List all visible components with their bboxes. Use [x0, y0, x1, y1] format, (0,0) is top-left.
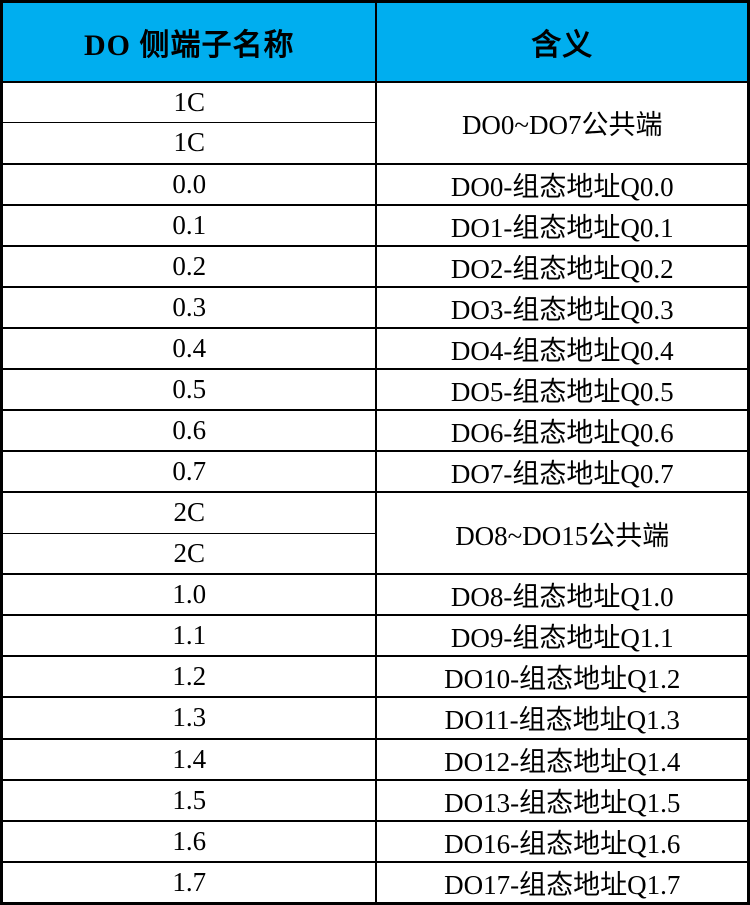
meaning-cell: DO6-组态地址Q0.6	[375, 408, 750, 453]
terminal-cell: 1.7	[0, 860, 378, 905]
table-row: 2C DO8~DO15公共端	[0, 491, 750, 576]
terminal-cell: 2C	[0, 491, 378, 534]
table-row: 2C	[0, 532, 749, 576]
meaning-cell: DO8~DO15公共端	[375, 491, 750, 576]
table-row: 1.4 DO12-组态地址Q1.4	[0, 737, 750, 781]
column-header-meaning: 含义	[375, 0, 750, 83]
terminal-cell: 1.5	[0, 778, 378, 822]
table-row: 0.3 DO3-组态地址Q0.3	[0, 285, 750, 329]
terminal-cell: 0.1	[0, 203, 378, 247]
table-row: 0.4 DO4-组态地址Q0.4	[0, 326, 750, 370]
table-row: 0.5 DO5-组态地址Q0.5	[0, 367, 750, 412]
table-row: 1C	[0, 122, 749, 165]
meaning-cell: DO8-组态地址Q1.0	[375, 573, 750, 617]
meaning-cell: DO11-组态地址Q1.3	[375, 696, 750, 740]
terminal-cell: 1C	[0, 122, 378, 165]
meaning-cell: DO2-组态地址Q0.2	[375, 244, 750, 288]
meaning-cell: DO17-组态地址Q1.7	[375, 860, 750, 905]
table-row: 0.1 DO1-组态地址Q0.1	[0, 203, 750, 247]
table-row: 0.6 DO6-组态地址Q0.6	[0, 408, 750, 453]
table-row: 1.3 DO11-组态地址Q1.3	[0, 696, 750, 740]
terminal-cell: 1.1	[0, 614, 378, 658]
meaning-cell: DO0-组态地址Q0.0	[375, 162, 750, 206]
meaning-cell: DO0~DO7公共端	[375, 80, 750, 165]
meaning-cell: DO5-组态地址Q0.5	[375, 367, 750, 412]
terminal-cell: 1.6	[0, 819, 378, 863]
table-row: 1.5 DO13-组态地址Q1.5	[0, 778, 750, 822]
table-body: 1C DO0~DO7公共端 1C 0.0 DO0-组态地址Q0.0 0.1 DO1-组态地址…	[0, 80, 750, 905]
meaning-cell: DO7-组态地址Q0.7	[375, 450, 750, 494]
table-row: 0.7 DO7-组态地址Q0.7	[0, 450, 750, 494]
terminal-cell: 0.3	[0, 285, 378, 329]
terminal-cell: 1C	[0, 80, 378, 124]
terminal-cell: 0.6	[0, 408, 378, 453]
meaning-cell: DO9-组态地址Q1.1	[375, 614, 750, 658]
terminal-cell: 0.2	[0, 244, 378, 288]
meaning-cell: DO12-组态地址Q1.4	[375, 737, 750, 781]
meaning-cell: DO16-组态地址Q1.6	[375, 819, 750, 863]
meaning-cell: DO1-组态地址Q0.1	[375, 203, 750, 247]
table-row: 1.2 DO10-组态地址Q1.2	[0, 655, 750, 699]
table-row: 0.2 DO2-组态地址Q0.2	[0, 244, 750, 288]
meaning-cell: DO10-组态地址Q1.2	[375, 655, 750, 699]
terminal-cell: 0.4	[0, 326, 378, 370]
terminal-cell: 0.0	[0, 162, 378, 206]
terminal-cell: 0.5	[0, 367, 378, 412]
table-row: 1C DO0~DO7公共端	[0, 80, 750, 165]
meaning-cell: DO4-组态地址Q0.4	[375, 326, 750, 370]
terminal-cell: 1.0	[0, 573, 378, 617]
terminal-cell: 1.3	[0, 696, 378, 740]
terminal-cell: 0.7	[0, 450, 378, 494]
terminal-cell: 1.2	[0, 655, 378, 699]
header-row: DO 侧端子名称 含义	[0, 0, 750, 83]
column-header-terminal: DO 侧端子名称	[0, 0, 378, 83]
table-row: 0.0 DO0-组态地址Q0.0	[0, 162, 750, 206]
terminal-cell: 2C	[0, 532, 378, 576]
meaning-cell: DO13-组态地址Q1.5	[375, 778, 750, 822]
meaning-cell: DO3-组态地址Q0.3	[375, 285, 750, 329]
table-row: 1.0 DO8-组态地址Q1.0	[0, 573, 750, 617]
table-row: 1.6 DO16-组态地址Q1.6	[0, 819, 750, 863]
terminal-cell: 1.4	[0, 737, 378, 781]
table-row: 1.7 DO17-组态地址Q1.7	[0, 860, 750, 905]
table-row: 1.1 DO9-组态地址Q1.1	[0, 614, 750, 658]
